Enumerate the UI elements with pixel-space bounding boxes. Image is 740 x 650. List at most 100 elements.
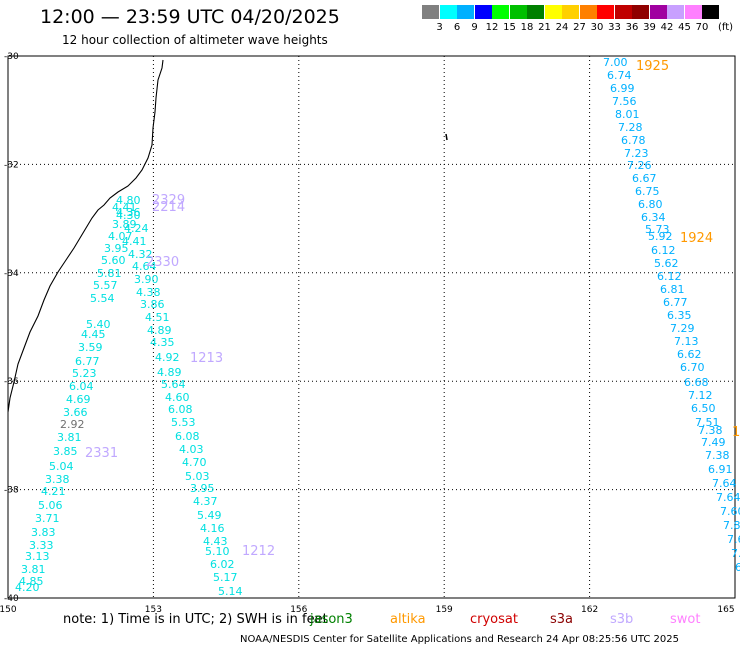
lon-tick-label: 150 (0, 605, 17, 615)
swh-value-label: 6.77 (663, 296, 688, 309)
swh-value-label: 4.89 (157, 366, 182, 379)
legend-swatch (544, 5, 562, 19)
legend-label: 33 (608, 22, 621, 33)
swh-value-label: 4.21 (41, 485, 66, 498)
satellite-label-cryosat: cryosat (470, 612, 518, 627)
track-time-label: 2330 (146, 255, 179, 270)
satellite-label-swot: swot (670, 612, 701, 627)
swh-value-label: 4.41 (122, 235, 147, 248)
swh-value-label: 4.70 (182, 456, 207, 469)
lat-tick-label: -36 (4, 377, 19, 387)
swh-value-label: 5.03 (185, 470, 210, 483)
swh-value-label: 5.62 (654, 257, 679, 270)
legend-label: 18 (520, 22, 534, 33)
swh-value-label: 3.13 (25, 550, 50, 563)
track-time-label: 1924 (680, 231, 713, 246)
track-time-label: 2331 (85, 446, 118, 461)
swh-value-label: 5.40 (86, 318, 111, 331)
lat-tick-label: -40 (4, 594, 19, 604)
swh-value-label: 3.81 (21, 563, 46, 576)
swh-value-label: 3.81 (57, 431, 82, 444)
swh-value-label: 5.06 (38, 499, 63, 512)
swh-value-label: 3.59 (78, 341, 103, 354)
swh-value-label: 3.95 (190, 482, 215, 495)
legend-label: 42 (660, 22, 674, 33)
legend-label: 45 (678, 22, 691, 33)
swh-value-label: 6.67 (632, 172, 657, 185)
swh-value-label: 7.64 (716, 491, 740, 504)
swh-value-label: 3.38 (45, 473, 70, 486)
satellite-label-altika: altika (390, 612, 426, 627)
legend-label: 21 (538, 22, 551, 33)
legend-swatch (422, 5, 439, 19)
swh-value-label: 6.68 (684, 376, 709, 389)
swh-value-label: 4.41 (112, 201, 137, 214)
swh-value-label: 7.56 (612, 95, 637, 108)
swh-value-label: 5.54 (90, 292, 115, 305)
swh-value-label: 6.80 (638, 198, 663, 211)
track-time-label: 2329 (152, 193, 185, 208)
legend-label: 15 (503, 22, 516, 33)
swh-value-label: 6.12 (657, 270, 682, 283)
legend-label: 27 (573, 22, 586, 33)
swh-value-label: 5.23 (72, 367, 97, 380)
legend-swatch (667, 5, 684, 19)
swh-value-label: 6.12 (651, 244, 676, 257)
legend-label: 12 (485, 22, 499, 33)
swh-value-label: 7.29 (670, 322, 695, 335)
swh-value-label: 3.66 (63, 406, 88, 419)
swh-value-label: 7.49 (701, 436, 726, 449)
track-time-label: 2214 (152, 200, 185, 215)
lon-tick-label: 165 (717, 605, 734, 615)
map-subtitle: 12 hour collection of altimeter wave hei… (62, 33, 328, 47)
swh-value-label: 6.50 (691, 402, 716, 415)
swh-value-label: 5.14 (218, 585, 243, 598)
legend-swatch (579, 5, 597, 19)
swh-value-label: 3.33 (29, 539, 54, 552)
swh-value-label: 6.75 (635, 185, 660, 198)
legend-swatch (632, 5, 649, 19)
swh-value-label: 6 (735, 561, 740, 574)
swh-value-label: 7. (731, 547, 740, 560)
island-mark (445, 133, 448, 141)
australia-coastline (7, 59, 164, 413)
swh-value-label: 7.60 (720, 505, 740, 518)
legend-swatch (457, 5, 474, 19)
lat-tick-label: -32 (4, 160, 19, 170)
legend-swatch (527, 5, 544, 19)
swh-value-label: 3.85 (53, 445, 78, 458)
legend-swatch (649, 5, 667, 19)
swh-value-label: 3.95 (104, 242, 129, 255)
map-frame (7, 55, 736, 599)
swh-value-label: 4.16 (200, 522, 225, 535)
swh-value-label: 3.86 (140, 298, 165, 311)
swh-value-label: 7.51 (695, 416, 720, 429)
legend-label: 6 (453, 22, 461, 33)
lat-tick-label: -34 (4, 269, 19, 279)
legend-swatch (492, 5, 509, 19)
swh-value-label: 7.8 (723, 519, 740, 532)
legend-swatch (509, 5, 527, 19)
swh-value-label: 6.78 (621, 134, 646, 147)
legend-swatch (439, 5, 457, 19)
swh-value-label: 4.20 (15, 581, 40, 594)
swh-value-label: 5.49 (197, 509, 222, 522)
swh-value-label: 5.10 (205, 545, 230, 558)
satellite-label-s3b: s3b (610, 612, 634, 627)
legend-swatch (684, 5, 702, 19)
legend-swatch (614, 5, 632, 19)
lat-tick-label: -30 (4, 52, 19, 62)
legend-swatch (474, 5, 492, 19)
swh-value-label: 5.53 (171, 416, 196, 429)
swh-value-label: 7.64 (712, 477, 737, 490)
swh-value-label: 5.73 (645, 223, 670, 236)
swh-value-label: 5.57 (93, 279, 118, 292)
legend-label: 30 (590, 22, 604, 33)
legend-label: 9 (471, 22, 478, 33)
swh-value-label: 7.38 (698, 424, 723, 437)
swh-value-label: 7.26 (627, 159, 652, 172)
swh-value-label: 3.90 (134, 273, 159, 286)
swh-value-label: 5.04 (49, 460, 74, 473)
swh-value-label: 6.35 (667, 309, 692, 322)
swh-value-label: 6.02 (210, 558, 235, 571)
